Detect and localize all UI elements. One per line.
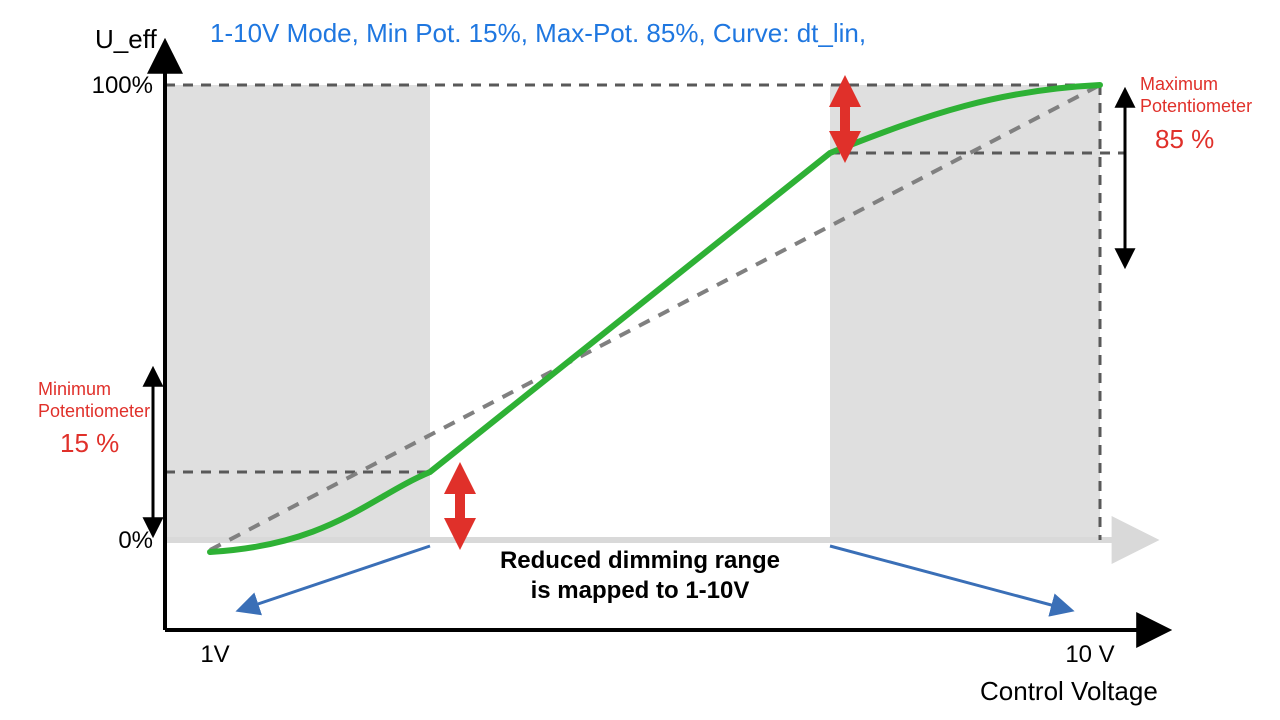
blue-arrow-left xyxy=(240,546,430,610)
blue-arrow-right xyxy=(830,546,1070,610)
max-pot-label-1: Maximum xyxy=(1140,74,1218,94)
ytick-100: 100% xyxy=(92,72,153,99)
ytick-0: 0% xyxy=(118,527,153,554)
xtick-10v: 10 V xyxy=(1065,641,1114,668)
chart-title: 1-10V Mode, Min Pot. 15%, Max-Pot. 85%, … xyxy=(210,18,866,48)
footer-line1: Reduced dimming range xyxy=(500,547,780,574)
x-axis-label: Control Voltage xyxy=(980,676,1158,706)
min-pot-value: 15 % xyxy=(60,428,119,458)
min-pot-label-2: Potentiometer xyxy=(38,401,150,421)
y-axis-label: U_eff xyxy=(95,24,157,54)
footer-line2: is mapped to 1-10V xyxy=(531,577,750,604)
min-pot-label-1: Minimum xyxy=(38,379,111,399)
max-pot-value: 85 % xyxy=(1155,124,1214,154)
max-pot-label-2: Potentiometer xyxy=(1140,96,1252,116)
xtick-1v: 1V xyxy=(200,641,229,668)
